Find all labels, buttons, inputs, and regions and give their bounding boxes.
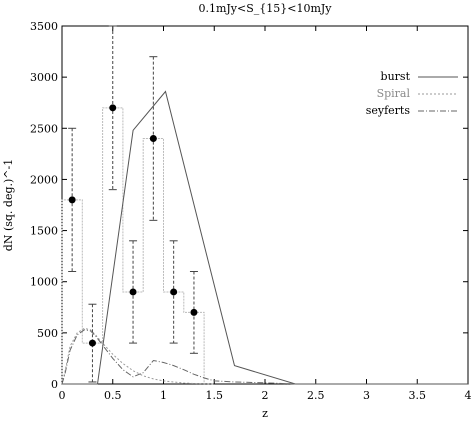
legend-label-burst: burst bbox=[381, 70, 411, 83]
observed-point bbox=[170, 288, 178, 296]
x-tick-label: 3.5 bbox=[409, 389, 427, 402]
x-tick-label: 4 bbox=[465, 389, 471, 402]
x-tick-label: 1.5 bbox=[206, 389, 224, 402]
series-line-spiral bbox=[61, 327, 215, 385]
series-line-seyferts bbox=[61, 329, 296, 385]
y-tick-label: 3500 bbox=[30, 20, 58, 33]
y-tick-label: 1500 bbox=[30, 225, 58, 238]
x-tick-label: 0.5 bbox=[104, 389, 122, 402]
x-tick-label: 0 bbox=[59, 389, 66, 402]
x-tick-label: 3 bbox=[363, 389, 370, 402]
x-axis-label: z bbox=[262, 407, 268, 420]
observed-point bbox=[88, 339, 96, 347]
observed-point bbox=[68, 196, 76, 204]
series-line-burst bbox=[62, 90, 468, 385]
legend-item-burst: burst bbox=[381, 70, 458, 83]
legend-label-seyferts: seyferts bbox=[366, 104, 411, 117]
observed-point bbox=[129, 288, 137, 296]
y-axis-label: dN (sq. deg.)^-1 bbox=[2, 159, 15, 251]
y-axis: 0 500 1000 1500 2000 2500 3000 3500 bbox=[30, 20, 468, 391]
observed-point bbox=[190, 308, 198, 316]
y-tick-label: 500 bbox=[37, 327, 58, 340]
y-tick-label: 2000 bbox=[30, 173, 58, 186]
observed-points bbox=[68, 25, 198, 383]
series-lines bbox=[61, 90, 468, 385]
legend-label-spiral: Spiral bbox=[377, 87, 411, 100]
x-tick-label: 2 bbox=[262, 389, 269, 402]
observed-point bbox=[149, 135, 157, 143]
x-axis: 0 0.5 1 1.5 2 2.5 3 3.5 4 bbox=[59, 26, 471, 402]
x-tick-label: 1 bbox=[160, 389, 167, 402]
legend-item-seyferts: seyferts bbox=[366, 104, 458, 117]
legend: burst Spiral seyferts bbox=[366, 70, 458, 117]
y-tick-label: 1000 bbox=[30, 276, 58, 289]
chart-title: 0.1mJy<S_{15}<10mJy bbox=[198, 2, 332, 15]
y-tick-label: 2500 bbox=[30, 122, 58, 135]
y-tick-label: 3000 bbox=[30, 71, 58, 84]
x-tick-label: 2.5 bbox=[307, 389, 325, 402]
observed-point bbox=[109, 104, 117, 112]
y-tick-label: 0 bbox=[51, 378, 58, 391]
legend-item-spiral: Spiral bbox=[377, 87, 458, 100]
